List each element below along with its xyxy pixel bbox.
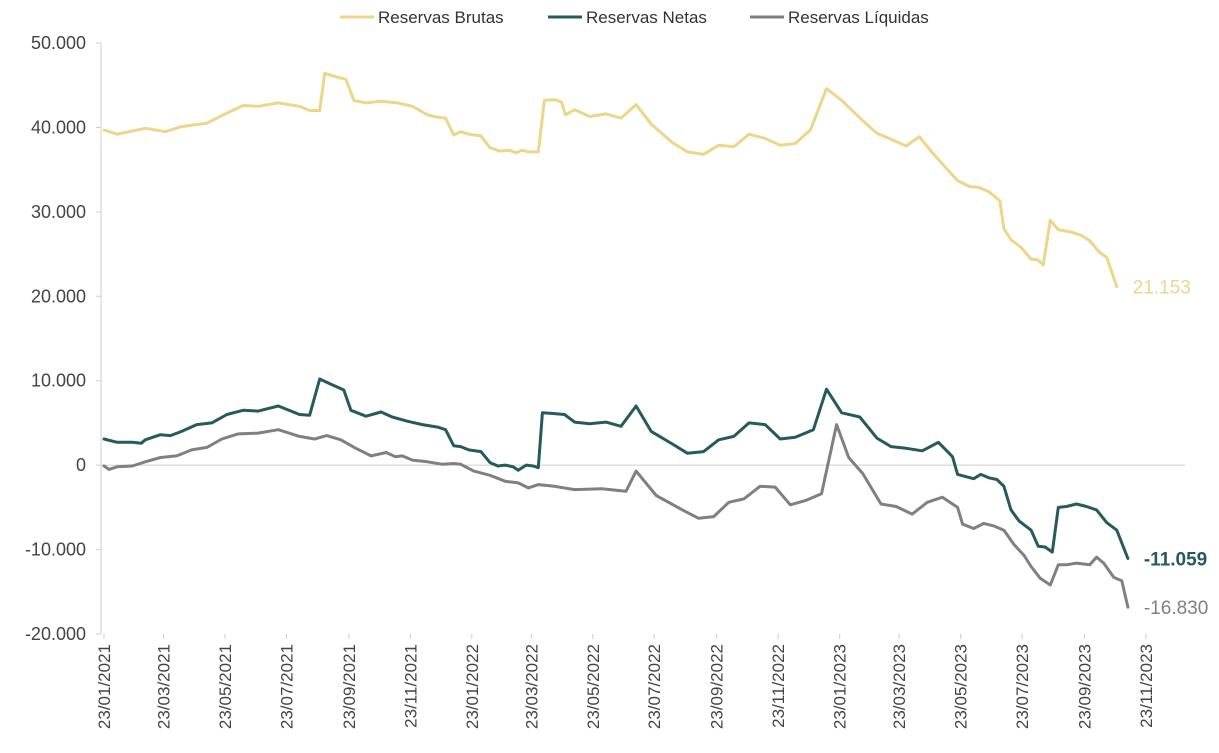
legend: Reservas Brutas Reservas Netas Reservas Lí…	[340, 8, 929, 27]
end-value-label: -11.059	[1144, 550, 1207, 571]
x-tick-label: 23/01/2023	[831, 644, 850, 729]
y-axis: 50.000 40.000 30.000 20.000 10.000 0 -10.000 -2…	[25, 33, 102, 644]
x-tick-label: 23/11/2022	[769, 644, 788, 728]
y-tick-label: 0	[76, 455, 86, 475]
x-tick-label: 23/01/2022	[463, 644, 482, 729]
y-tick-label: -10.000	[25, 540, 86, 560]
y-tick-label: 10.000	[31, 371, 86, 391]
x-tick-label: 23/07/2021	[277, 644, 296, 729]
x-tick-label: 23/09/2021	[340, 644, 359, 729]
x-tick-label: 23/07/2023	[1013, 644, 1032, 729]
legend-label: Reservas Netas	[586, 8, 707, 27]
series-line-reservas-brutas	[102, 71, 1119, 289]
x-tick-label: 23/03/2021	[154, 644, 173, 729]
x-tick-label: 23/05/2021	[216, 644, 235, 729]
x-tick-label: 23/05/2022	[584, 644, 603, 729]
x-tick-label: 23/11/2021	[401, 644, 420, 728]
y-tick-label: 30.000	[31, 202, 86, 222]
end-labels: 21.153 -11.059 -16.830	[1133, 278, 1209, 620]
x-tick-label: 23/01/2021	[95, 644, 114, 729]
end-value-label: -16.830	[1144, 598, 1208, 619]
legend-label: Reservas Brutas	[378, 8, 504, 27]
x-axis: 23/01/2021 23/03/2021 23/05/2021 23/07/2021…	[95, 464, 1185, 729]
x-tick-label: 23/11/2023	[1137, 644, 1156, 728]
series-line-reservas-liquidas	[102, 423, 1130, 609]
legend-label: Reservas Líquidas	[788, 8, 929, 27]
x-tick-label: 23/05/2023	[952, 644, 971, 729]
y-tick-label: -20.000	[25, 624, 86, 644]
y-tick-label: 40.000	[31, 117, 86, 137]
x-tick-label: 23/09/2023	[1076, 644, 1095, 729]
y-tick-label: 20.000	[31, 286, 86, 306]
x-tick-label: 23/03/2023	[890, 644, 909, 729]
x-tick-label: 23/03/2022	[522, 644, 541, 729]
end-value-label: 21.153	[1133, 278, 1191, 299]
series-line-reservas-netas	[102, 377, 1130, 560]
x-tick-label: 23/09/2022	[708, 644, 727, 729]
x-tick-label: 23/07/2022	[645, 644, 664, 729]
y-tick-label: 50.000	[31, 33, 86, 53]
series-layer	[102, 71, 1130, 609]
